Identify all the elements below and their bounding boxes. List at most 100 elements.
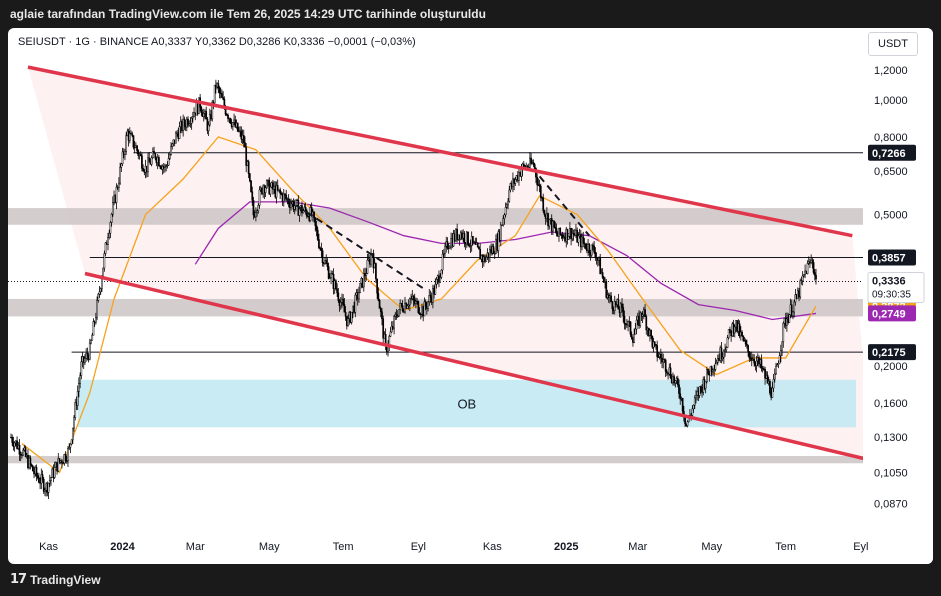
candle xyxy=(727,329,730,340)
candle xyxy=(208,108,211,127)
candle xyxy=(222,91,225,101)
candle-body xyxy=(588,243,591,253)
candle xyxy=(110,212,113,227)
candle xyxy=(159,164,161,170)
candle xyxy=(382,315,385,345)
x-tick-label-6: Kas xyxy=(483,541,502,553)
candle-body xyxy=(183,118,186,126)
price-label-2: 0,2175 xyxy=(872,347,906,359)
x-tick-label-10: Tem xyxy=(775,541,796,553)
candle-body xyxy=(16,440,18,449)
candle-body xyxy=(279,189,281,194)
candle-body xyxy=(744,340,747,345)
candle-body xyxy=(250,180,252,193)
candle-body xyxy=(47,482,50,493)
candle-body xyxy=(13,442,16,447)
tradingview-logo[interactable]: 17 TradingView xyxy=(10,572,101,587)
candle-body xyxy=(108,232,111,238)
candle-body xyxy=(236,122,239,132)
candle-body xyxy=(463,233,466,243)
candle-body xyxy=(304,206,307,212)
candle-body xyxy=(449,246,451,249)
candle xyxy=(103,250,106,272)
candle-body xyxy=(788,314,791,323)
candle xyxy=(381,308,383,326)
candle xyxy=(175,130,177,144)
candle-body xyxy=(74,402,77,418)
candle xyxy=(97,292,100,303)
candle-body xyxy=(710,366,713,372)
currency-unit-button[interactable]: USDT xyxy=(868,32,918,56)
channel-upper-line xyxy=(27,65,853,238)
candle-body xyxy=(548,219,551,227)
candle-body xyxy=(590,244,593,256)
candle xyxy=(11,434,14,446)
candle-body xyxy=(148,157,151,163)
candle xyxy=(501,224,503,226)
candle xyxy=(424,299,427,311)
candle-body xyxy=(38,477,40,483)
candle-body xyxy=(170,146,172,155)
candle-body xyxy=(95,317,97,323)
tradingview-brand-text: TradingView xyxy=(30,572,101,587)
ma-fast-line xyxy=(21,136,817,474)
candle xyxy=(485,255,488,262)
candle xyxy=(444,242,446,257)
candle xyxy=(713,364,716,377)
candle xyxy=(314,217,317,232)
candle xyxy=(699,385,702,394)
candle xyxy=(803,274,805,278)
candle-body xyxy=(779,350,782,356)
candle-body xyxy=(582,236,585,244)
candle-body xyxy=(679,393,682,400)
candle xyxy=(769,378,771,396)
candle-body xyxy=(601,272,604,278)
candle xyxy=(13,441,16,452)
candle xyxy=(221,89,223,98)
candle xyxy=(781,341,783,357)
chart-caption: aglaie tarafından TradingView.com ile Te… xyxy=(0,0,941,28)
candle xyxy=(255,207,257,222)
candle xyxy=(644,304,646,318)
candle-body xyxy=(706,369,708,382)
price-chart[interactable]: OB 1,2000 1,0000 0,8000 0,6500 0,5000 0,2000 0… xyxy=(8,28,933,564)
candle xyxy=(147,152,149,177)
candle xyxy=(738,320,741,339)
candle-body xyxy=(248,173,251,182)
candle xyxy=(347,314,349,327)
candle-body xyxy=(298,208,301,216)
candle-body xyxy=(555,228,558,234)
candle xyxy=(79,372,81,389)
candle xyxy=(183,116,186,131)
candle xyxy=(771,381,774,398)
candle-body xyxy=(354,294,357,313)
candle-body xyxy=(159,165,161,168)
candle-body xyxy=(681,397,684,412)
candle xyxy=(115,183,118,210)
candle xyxy=(418,306,421,315)
zones-layer: OB xyxy=(8,208,863,464)
candle xyxy=(555,223,558,237)
candle-body xyxy=(439,277,442,283)
candle-body xyxy=(409,298,411,306)
chart-frame[interactable]: OB 1,2000 1,0000 0,8000 0,6500 0,5000 0,2000 0… xyxy=(8,28,933,564)
candle-body xyxy=(508,189,511,202)
candle-body xyxy=(401,305,404,311)
candle-body xyxy=(358,292,360,300)
candle xyxy=(22,448,24,457)
candle-body xyxy=(229,117,232,124)
candle xyxy=(68,443,71,451)
candle xyxy=(330,270,332,285)
candle-body xyxy=(813,272,816,276)
candle xyxy=(428,289,431,306)
candle-body xyxy=(653,341,656,345)
candle-body xyxy=(347,318,349,326)
candle xyxy=(602,276,605,283)
candle-body xyxy=(142,168,144,172)
y-tick-label-0: 1,2000 xyxy=(874,65,908,77)
candle xyxy=(92,318,95,336)
candle xyxy=(633,328,635,344)
candle-body xyxy=(713,369,716,371)
candle xyxy=(666,369,668,377)
candle xyxy=(178,121,181,140)
